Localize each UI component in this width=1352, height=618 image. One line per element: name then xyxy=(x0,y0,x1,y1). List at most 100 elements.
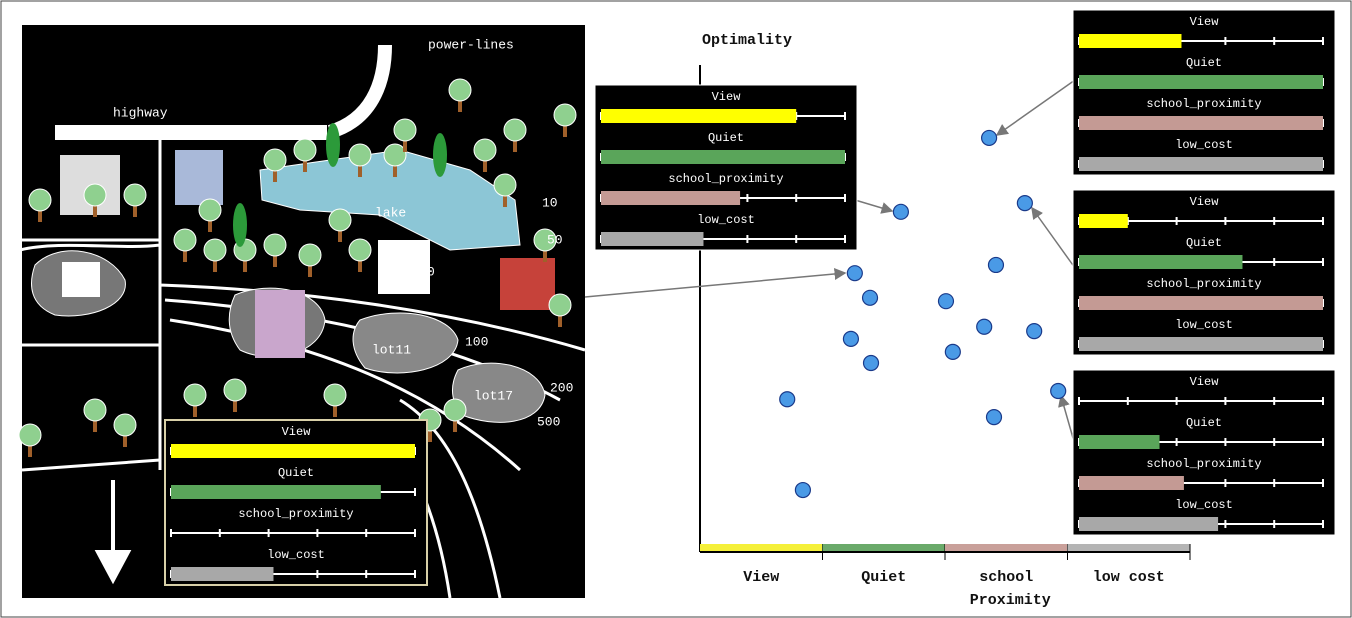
attribute-name: View xyxy=(1190,15,1220,29)
attribute-bar xyxy=(601,109,797,123)
tree xyxy=(83,183,107,207)
attribute-name: low_cost xyxy=(1175,498,1233,512)
x-segment xyxy=(945,544,1068,552)
tree xyxy=(83,398,107,422)
map-label: 500 xyxy=(537,414,560,429)
x-segment xyxy=(822,544,945,552)
tree xyxy=(348,238,372,262)
tree xyxy=(233,203,247,247)
tree xyxy=(223,378,247,402)
tree-trunk xyxy=(213,258,217,272)
tree-trunk xyxy=(28,443,32,457)
tree xyxy=(263,148,287,172)
attribute-name: low_cost xyxy=(267,548,325,562)
attribute-name: Quiet xyxy=(278,466,314,480)
tree-trunk xyxy=(483,158,487,172)
point xyxy=(794,481,812,499)
tree xyxy=(553,103,577,127)
tree-trunk xyxy=(308,263,312,277)
tree-trunk xyxy=(273,168,277,182)
tree-trunk xyxy=(303,158,307,172)
attribute-bar xyxy=(601,232,704,246)
point xyxy=(779,391,796,408)
tree-trunk xyxy=(93,203,97,217)
tree xyxy=(293,138,317,162)
attribute-bar xyxy=(171,444,415,458)
connector xyxy=(584,267,847,298)
tree-trunk xyxy=(38,208,42,222)
y-axis-label: Optimality xyxy=(702,32,792,49)
point xyxy=(1026,323,1043,340)
tree xyxy=(493,173,517,197)
attribute-bar xyxy=(1079,75,1323,89)
tree xyxy=(448,78,472,102)
tree xyxy=(173,228,197,252)
connector xyxy=(1031,206,1076,269)
map-label: lot11 xyxy=(372,342,411,357)
attribute-bar xyxy=(1079,296,1323,310)
tree xyxy=(328,208,352,232)
attribute-bar xyxy=(171,485,381,499)
x-segment-label: school xyxy=(979,569,1033,586)
x-segment-label: Quiet xyxy=(861,569,906,586)
x-segment-label: low cost xyxy=(1093,569,1165,586)
attribute-name: View xyxy=(712,90,742,104)
attribute-name: school_proximity xyxy=(1146,457,1261,471)
map-label: 0 xyxy=(427,264,435,279)
tree-trunk xyxy=(273,253,277,267)
tree-trunk xyxy=(393,163,397,177)
attribute-name: low_cost xyxy=(697,213,755,227)
tree xyxy=(433,133,447,177)
attribute-name: low_cost xyxy=(1175,138,1233,152)
tree xyxy=(123,183,147,207)
point xyxy=(987,256,1005,274)
attribute-name: school_proximity xyxy=(238,507,353,521)
attribute-panel: View Quiet school_proximity low_cost xyxy=(164,419,428,586)
tree-trunk xyxy=(233,398,237,412)
map-label: 50 xyxy=(547,232,563,247)
panel-bg xyxy=(1072,369,1336,536)
point xyxy=(842,330,860,347)
point xyxy=(862,354,880,372)
tree xyxy=(263,233,287,257)
tree xyxy=(113,413,137,437)
attribute-name: school_proximity xyxy=(1146,277,1261,291)
map-label: 10 xyxy=(542,195,558,210)
point xyxy=(976,318,993,335)
attribute-panel: View Quiet school_proximity low_cost xyxy=(1072,369,1336,536)
attribute-bar xyxy=(1079,435,1160,449)
attribute-bar xyxy=(1079,116,1323,130)
tree xyxy=(183,383,207,407)
point xyxy=(861,289,879,306)
tree-trunk xyxy=(338,228,342,242)
attribute-name: Quiet xyxy=(1186,56,1222,70)
attribute-name: school_proximity xyxy=(668,172,783,186)
tree-trunk xyxy=(123,433,127,447)
map-label: 200 xyxy=(550,380,573,395)
attribute-name: View xyxy=(1190,195,1220,209)
tree xyxy=(323,383,347,407)
attribute-panel: View Quiet school_proximity low_cost xyxy=(1072,189,1336,356)
tree xyxy=(503,118,527,142)
attribute-name: Quiet xyxy=(1186,236,1222,250)
tree xyxy=(348,143,372,167)
tree-trunk xyxy=(183,248,187,262)
tree-trunk xyxy=(563,123,567,137)
tree-trunk xyxy=(358,163,362,177)
tree-trunk xyxy=(93,418,97,432)
point xyxy=(892,203,910,220)
point xyxy=(980,129,998,147)
tree-trunk xyxy=(458,98,462,112)
point xyxy=(846,265,863,282)
attribute-bar xyxy=(1079,517,1219,531)
attribute-panel: View Quiet school_proximity low_cost xyxy=(594,84,858,251)
point xyxy=(1016,195,1033,212)
tree xyxy=(298,243,322,267)
tree xyxy=(393,118,417,142)
tree xyxy=(473,138,497,162)
attribute-name: Quiet xyxy=(708,131,744,145)
attribute-bar xyxy=(1079,157,1323,171)
x-segment xyxy=(1067,544,1190,552)
attribute-name: school_proximity xyxy=(1146,97,1261,111)
